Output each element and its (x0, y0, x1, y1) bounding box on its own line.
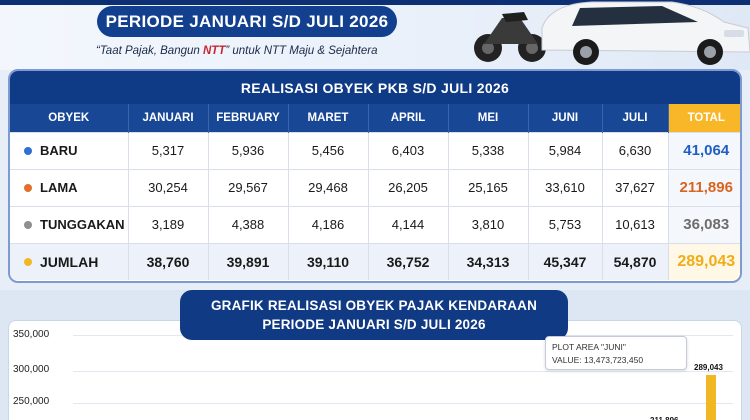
bar-jumlah (706, 375, 716, 420)
table-cell: 10,613 (602, 205, 669, 243)
tagline-prefix: “Taat Pajak, Bangun (96, 45, 203, 57)
graph-title-line2: PERIODE JANUARI S/D JULI 2026 (262, 317, 486, 332)
table-cell: 29,567 (208, 168, 289, 206)
column-header: FEBRUARY (208, 104, 289, 132)
bar-value-label: 289,043 (694, 363, 723, 373)
table-row: LAMA 30,254 29,567 29,468 26,205 25,165 33,610… (10, 168, 740, 206)
legend-dot-icon (24, 183, 32, 192)
row-label-text: JUMLAH (40, 253, 99, 270)
table-cell: 5,317 (128, 131, 209, 169)
row-label: LAMA (10, 168, 129, 206)
column-header: JUNI (528, 104, 603, 132)
table-cell: 5,338 (448, 131, 529, 169)
column-header: APRIL (368, 104, 449, 132)
table-cell: 33,610 (528, 168, 603, 206)
table-cell: 6,630 (602, 131, 669, 169)
row-label: TUNGGAKAN (10, 205, 129, 243)
table-cell: 38,760 (128, 242, 209, 280)
table-cell: 3,189 (128, 205, 209, 243)
chart-tooltip: PLOT AREA "JUNI" VALUE: 13,473,723,450 (545, 336, 687, 370)
y-tick-label: 350,000 (13, 329, 50, 340)
graph-title-line1: GRAFIK REALISASI OBYEK PAJAK KENDARAAN (210, 298, 538, 313)
table-cell: 34,313 (448, 242, 529, 280)
legend-dot-icon (24, 258, 32, 267)
pkb-table: OBYEK JANUARI FEBRUARY MARET APRIL MEI J… (10, 104, 740, 280)
row-label: JUMLAH (10, 242, 129, 280)
table-cell: 39,891 (208, 242, 289, 280)
table-cell: 26,205 (368, 168, 449, 206)
legend-dot-icon (24, 146, 32, 155)
row-label-text: LAMA (40, 180, 78, 195)
table-cell: 5,456 (288, 131, 369, 169)
table-cell: 45,347 (528, 242, 603, 280)
table-row: JUMLAH 38,760 39,891 39,110 36,752 34,313 45,3… (10, 242, 740, 280)
table-cell: 5,753 (528, 205, 603, 243)
table-cell: 36,752 (368, 242, 449, 280)
table-cell: 3,810 (448, 205, 529, 243)
table-cell: 29,468 (288, 168, 369, 206)
total-cell: 211,896 (668, 168, 740, 206)
period-title: PERIODE JANUARI S/D JULI 2026 (97, 6, 397, 37)
tooltip-value: VALUE: 13,473,723,450 (552, 355, 644, 365)
pkb-table-card: REALISASI OBYEK PKB S/D JULI 2026 OBYEK … (8, 69, 742, 283)
total-cell: 41,064 (668, 131, 740, 169)
row-label: BARU (10, 131, 129, 169)
table-cell: 54,870 (602, 242, 669, 280)
tagline: “Taat Pajak, Bangun NTT” untuk NTT Maju … (96, 45, 377, 57)
table-header-row: OBYEK JANUARI FEBRUARY MARET APRIL MEI J… (10, 104, 740, 132)
table-cell: 39,110 (288, 242, 369, 280)
header-strip (0, 0, 750, 5)
column-header: JANUARI (128, 104, 209, 132)
table-cell: 4,388 (208, 205, 289, 243)
row-label-text: BARU (40, 143, 78, 158)
tooltip-title: PLOT AREA "JUNI" (552, 342, 626, 352)
column-header: OBYEK (10, 104, 129, 132)
tagline-highlight: NTT (202, 45, 226, 57)
column-header: MEI (448, 104, 529, 132)
total-cell: 289,043 (668, 242, 740, 280)
motorcycle-icon (474, 12, 546, 62)
table-cell: 4,144 (368, 205, 449, 243)
table-cell: 30,254 (128, 168, 209, 206)
table-title: REALISASI OBYEK PKB S/D JULI 2026 (10, 71, 740, 104)
row-label-text: TUNGGAKAN (40, 217, 125, 232)
graph-title: GRAFIK REALISASI OBYEK PAJAK KENDARAAN P… (180, 290, 568, 340)
bar-value-label: 211,896 (650, 416, 678, 420)
column-header-total: TOTAL (668, 104, 740, 132)
car-icon (541, 1, 750, 65)
table-row: BARU 5,317 5,936 5,456 6,403 5,338 5,984 6,630 4… (10, 131, 740, 169)
table-cell: 37,627 (602, 168, 669, 206)
table-cell: 5,984 (528, 131, 603, 169)
vehicles-illustration (474, 1, 750, 65)
column-header: MARET (288, 104, 369, 132)
gridline (73, 371, 733, 372)
table-row: TUNGGAKAN 3,189 4,388 4,186 4,144 3,810 5,753 1… (10, 205, 740, 243)
column-header: JULI (602, 104, 669, 132)
table-cell: 4,186 (288, 205, 369, 243)
total-cell: 36,083 (668, 205, 740, 243)
y-tick-label: 300,000 (13, 364, 50, 375)
gridline (73, 403, 733, 404)
legend-dot-icon (24, 220, 32, 229)
table-cell: 6,403 (368, 131, 449, 169)
tagline-suffix: ” untuk NTT Maju & Sejahtera (225, 45, 378, 57)
table-cell: 25,165 (448, 168, 529, 206)
table-cell: 5,936 (208, 131, 289, 169)
y-tick-label: 250,000 (13, 396, 50, 407)
